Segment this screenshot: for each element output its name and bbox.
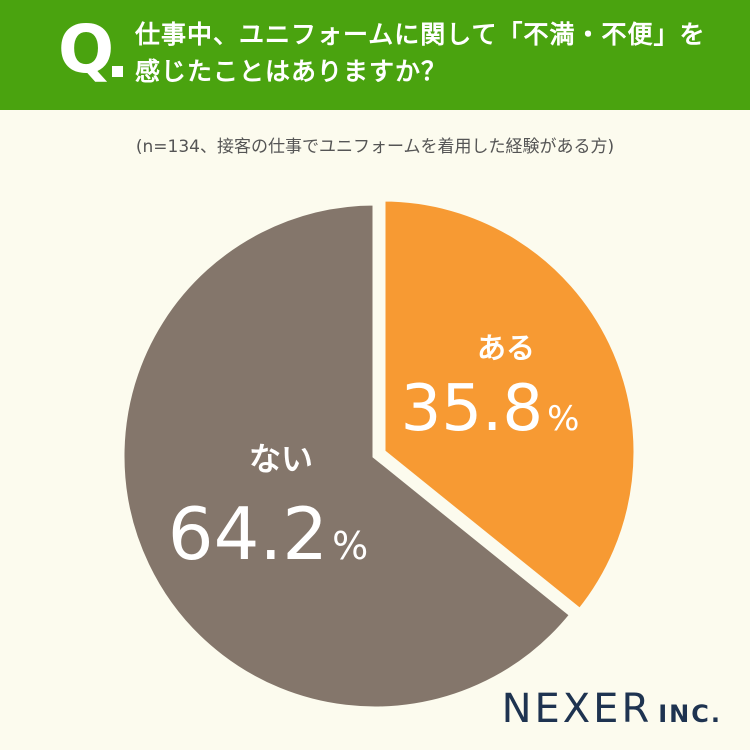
pie-slice-aru (380, 196, 639, 615)
question-banner: Q 仕事中、ユニフォームに関して「不満・不便」を 感じたことはありますか？ (0, 0, 750, 110)
brand-name: NEXER (501, 686, 653, 732)
slice-value-label: 35.8% (401, 372, 580, 446)
slice-category-label: ある (477, 331, 535, 365)
question-line-1: 仕事中、ユニフォームに関して「不満・不便」を (135, 20, 706, 49)
sample-note: (n=134、接客の仕事でユニフォームを着用した経験がある方) (135, 137, 615, 157)
slice-value-label: 64.2% (168, 492, 368, 576)
brand-suffix: INC. (658, 700, 722, 728)
pie-slice-nai (119, 200, 576, 712)
slice-category-label: ない (249, 440, 313, 478)
question-line-2: 感じたことはありますか？ (135, 57, 448, 86)
q-mark-dot (112, 66, 123, 77)
question-text: 仕事中、ユニフォームに関して「不満・不便」を 感じたことはありますか？ (135, 16, 735, 90)
brand-logo: NEXER INC. (502, 686, 722, 732)
q-mark: Q (58, 11, 115, 88)
